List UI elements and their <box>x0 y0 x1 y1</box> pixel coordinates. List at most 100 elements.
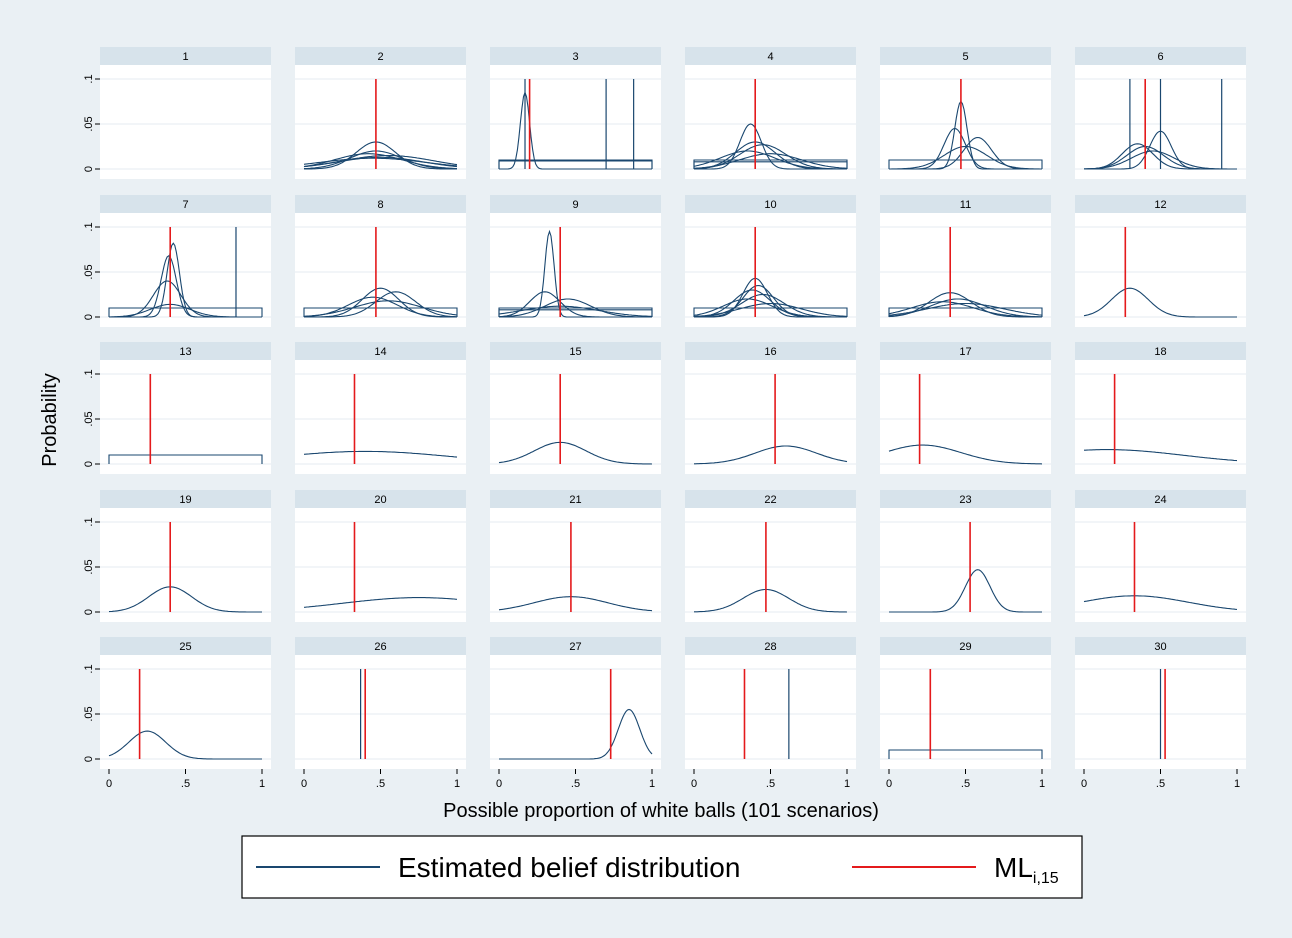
panel-plot-area <box>685 508 856 622</box>
panel-16: 16 <box>685 342 856 474</box>
belief-curve <box>1084 449 1238 462</box>
panel-title: 21 <box>569 494 581 506</box>
belief-curve <box>888 307 1043 317</box>
x-tick-label: 1 <box>1234 778 1240 790</box>
belief-curve <box>303 296 457 318</box>
panel-4: 4 <box>685 47 856 179</box>
panel-24: 24 <box>1075 490 1246 622</box>
panel-strip <box>1075 490 1246 508</box>
panel-11: 11 <box>880 195 1051 327</box>
legend-label-belief: Estimated belief distribution <box>398 852 740 883</box>
y-tick-label: .1 <box>83 74 95 83</box>
y-tick-label: 0 <box>83 166 95 172</box>
panel-10: 10 <box>685 195 856 327</box>
y-tick-label: .05 <box>83 706 95 721</box>
x-tick-label: 0 <box>691 778 697 790</box>
belief-curve <box>108 586 262 613</box>
panel-title: 26 <box>374 641 386 653</box>
panel-title: 27 <box>569 641 581 653</box>
belief-curve <box>303 154 458 168</box>
panel-title: 18 <box>1154 346 1166 358</box>
legend-label-ml-subscript: i,15 <box>1033 870 1059 887</box>
belief-curve <box>303 150 458 170</box>
panel-26: 260.5 1 <box>295 637 466 790</box>
legend-label-ml-main: ML <box>994 852 1033 883</box>
panel-plot-area <box>490 655 661 769</box>
x-tick-label: .5 <box>766 778 775 790</box>
x-tick-label: .5 <box>961 778 970 790</box>
panel-15: 15 <box>490 342 661 474</box>
belief-curve <box>108 454 263 464</box>
belief-curve <box>108 730 262 760</box>
belief-curve <box>888 302 1043 316</box>
panel-plot-area <box>880 360 1051 474</box>
panel-title: 1 <box>182 51 188 63</box>
panel-22: 22 <box>685 490 856 622</box>
belief-curve <box>498 596 653 612</box>
belief-curve <box>303 307 458 317</box>
belief-curve <box>1083 287 1237 318</box>
belief-curve <box>693 307 848 317</box>
y-tick-label: .05 <box>83 411 95 426</box>
x-tick-label: 1 <box>1039 778 1045 790</box>
panel-title: 13 <box>179 346 191 358</box>
panel-13: 13 0 .05 .1 <box>83 342 271 474</box>
belief-curve <box>888 301 1042 318</box>
panel-strip <box>685 195 856 213</box>
belief-curve <box>693 302 848 317</box>
panel-18: 18 <box>1075 342 1246 474</box>
panel-title: 19 <box>179 494 191 506</box>
panel-29: 290.5 1 <box>880 637 1051 790</box>
panel-title: 7 <box>182 199 188 211</box>
panel-12: 12 <box>1075 195 1246 327</box>
y-tick-label: 0 <box>83 461 95 467</box>
panel-title: 29 <box>959 641 971 653</box>
y-tick-label: .1 <box>83 369 95 378</box>
belief-curve <box>108 307 263 317</box>
belief-curve <box>498 441 653 465</box>
belief-curve <box>1083 595 1238 610</box>
panel-27: 270.5 1 <box>490 637 661 790</box>
panel-strip <box>295 47 466 65</box>
belief-curve <box>889 569 1042 613</box>
panel-plot-area <box>685 655 856 769</box>
panel-title: 30 <box>1154 641 1166 653</box>
panel-strip <box>685 342 856 360</box>
panel-title: 17 <box>959 346 971 358</box>
y-tick-label: .1 <box>83 664 95 673</box>
belief-curve <box>498 291 652 318</box>
panel-plot-area <box>490 508 661 622</box>
belief-curve <box>693 161 848 169</box>
panel-strip <box>100 342 271 360</box>
panel-plot-area <box>295 213 466 327</box>
y-tick-label: 0 <box>83 314 95 320</box>
panel-plot-area <box>100 360 271 474</box>
x-tick-label: 1 <box>649 778 655 790</box>
belief-curve <box>889 145 1042 170</box>
panel-6: 6 <box>1075 47 1246 179</box>
y-tick-label: .1 <box>83 222 95 231</box>
panel-strip <box>880 637 1051 655</box>
panel-strip <box>295 342 466 360</box>
panel-21: 21 <box>490 490 661 622</box>
legend-label-ml: MLi,15 <box>994 852 1059 887</box>
panel-strip <box>295 490 466 508</box>
y-tick-label: .05 <box>83 264 95 279</box>
panel-19: 19 0 .05 .1 <box>83 490 271 622</box>
panel-plot-area <box>1075 360 1246 474</box>
belief-curve <box>303 597 458 608</box>
panel-30: 300.5 1 <box>1075 637 1246 790</box>
panel-2: 2 <box>295 47 466 179</box>
panel-plot-area <box>685 213 856 327</box>
panel-strip <box>1075 195 1246 213</box>
panel-strip <box>880 47 1051 65</box>
panel-5: 5 <box>880 47 1051 179</box>
x-tick-label: 0 <box>496 778 502 790</box>
belief-curve <box>303 300 458 317</box>
x-tick-label: .5 <box>376 778 385 790</box>
belief-curve <box>888 749 1043 759</box>
panel-plot-area <box>100 655 271 769</box>
panel-title: 2 <box>377 51 383 63</box>
panel-strip <box>685 490 856 508</box>
